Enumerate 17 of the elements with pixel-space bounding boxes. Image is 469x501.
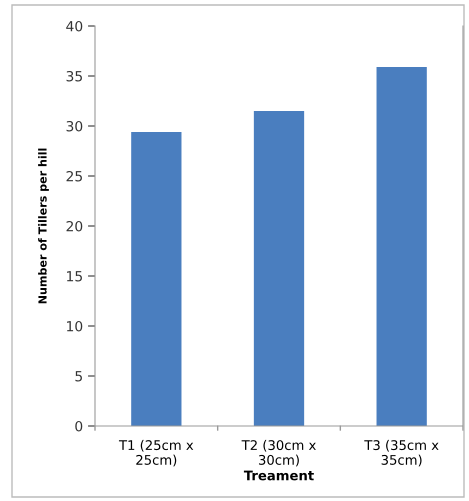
y-tick-label: 35 [66,70,82,82]
y-tick-label: 20 [66,220,82,232]
y-tick-label: 10 [67,320,82,332]
y-tick-label: 0 [75,420,82,432]
bar [131,132,182,426]
y-axis-title: Number of Tillers per hill [38,148,49,304]
y-tick-label: 15 [67,271,82,282]
x-tick-label: T1 (25cm x 25cm) [118,440,194,466]
bar [254,111,304,426]
y-tick-label: 5 [75,371,82,382]
y-tick-label: 30 [66,120,82,132]
bar [376,67,427,426]
x-axis-title: Treament [244,470,314,480]
y-tick-label: 25 [66,170,82,182]
x-tick-label: T3 (35cm x 35cm) [364,440,439,466]
y-tick-label: 40 [66,20,82,32]
x-tick-label: T2 (30cm x 30cm) [242,440,316,466]
